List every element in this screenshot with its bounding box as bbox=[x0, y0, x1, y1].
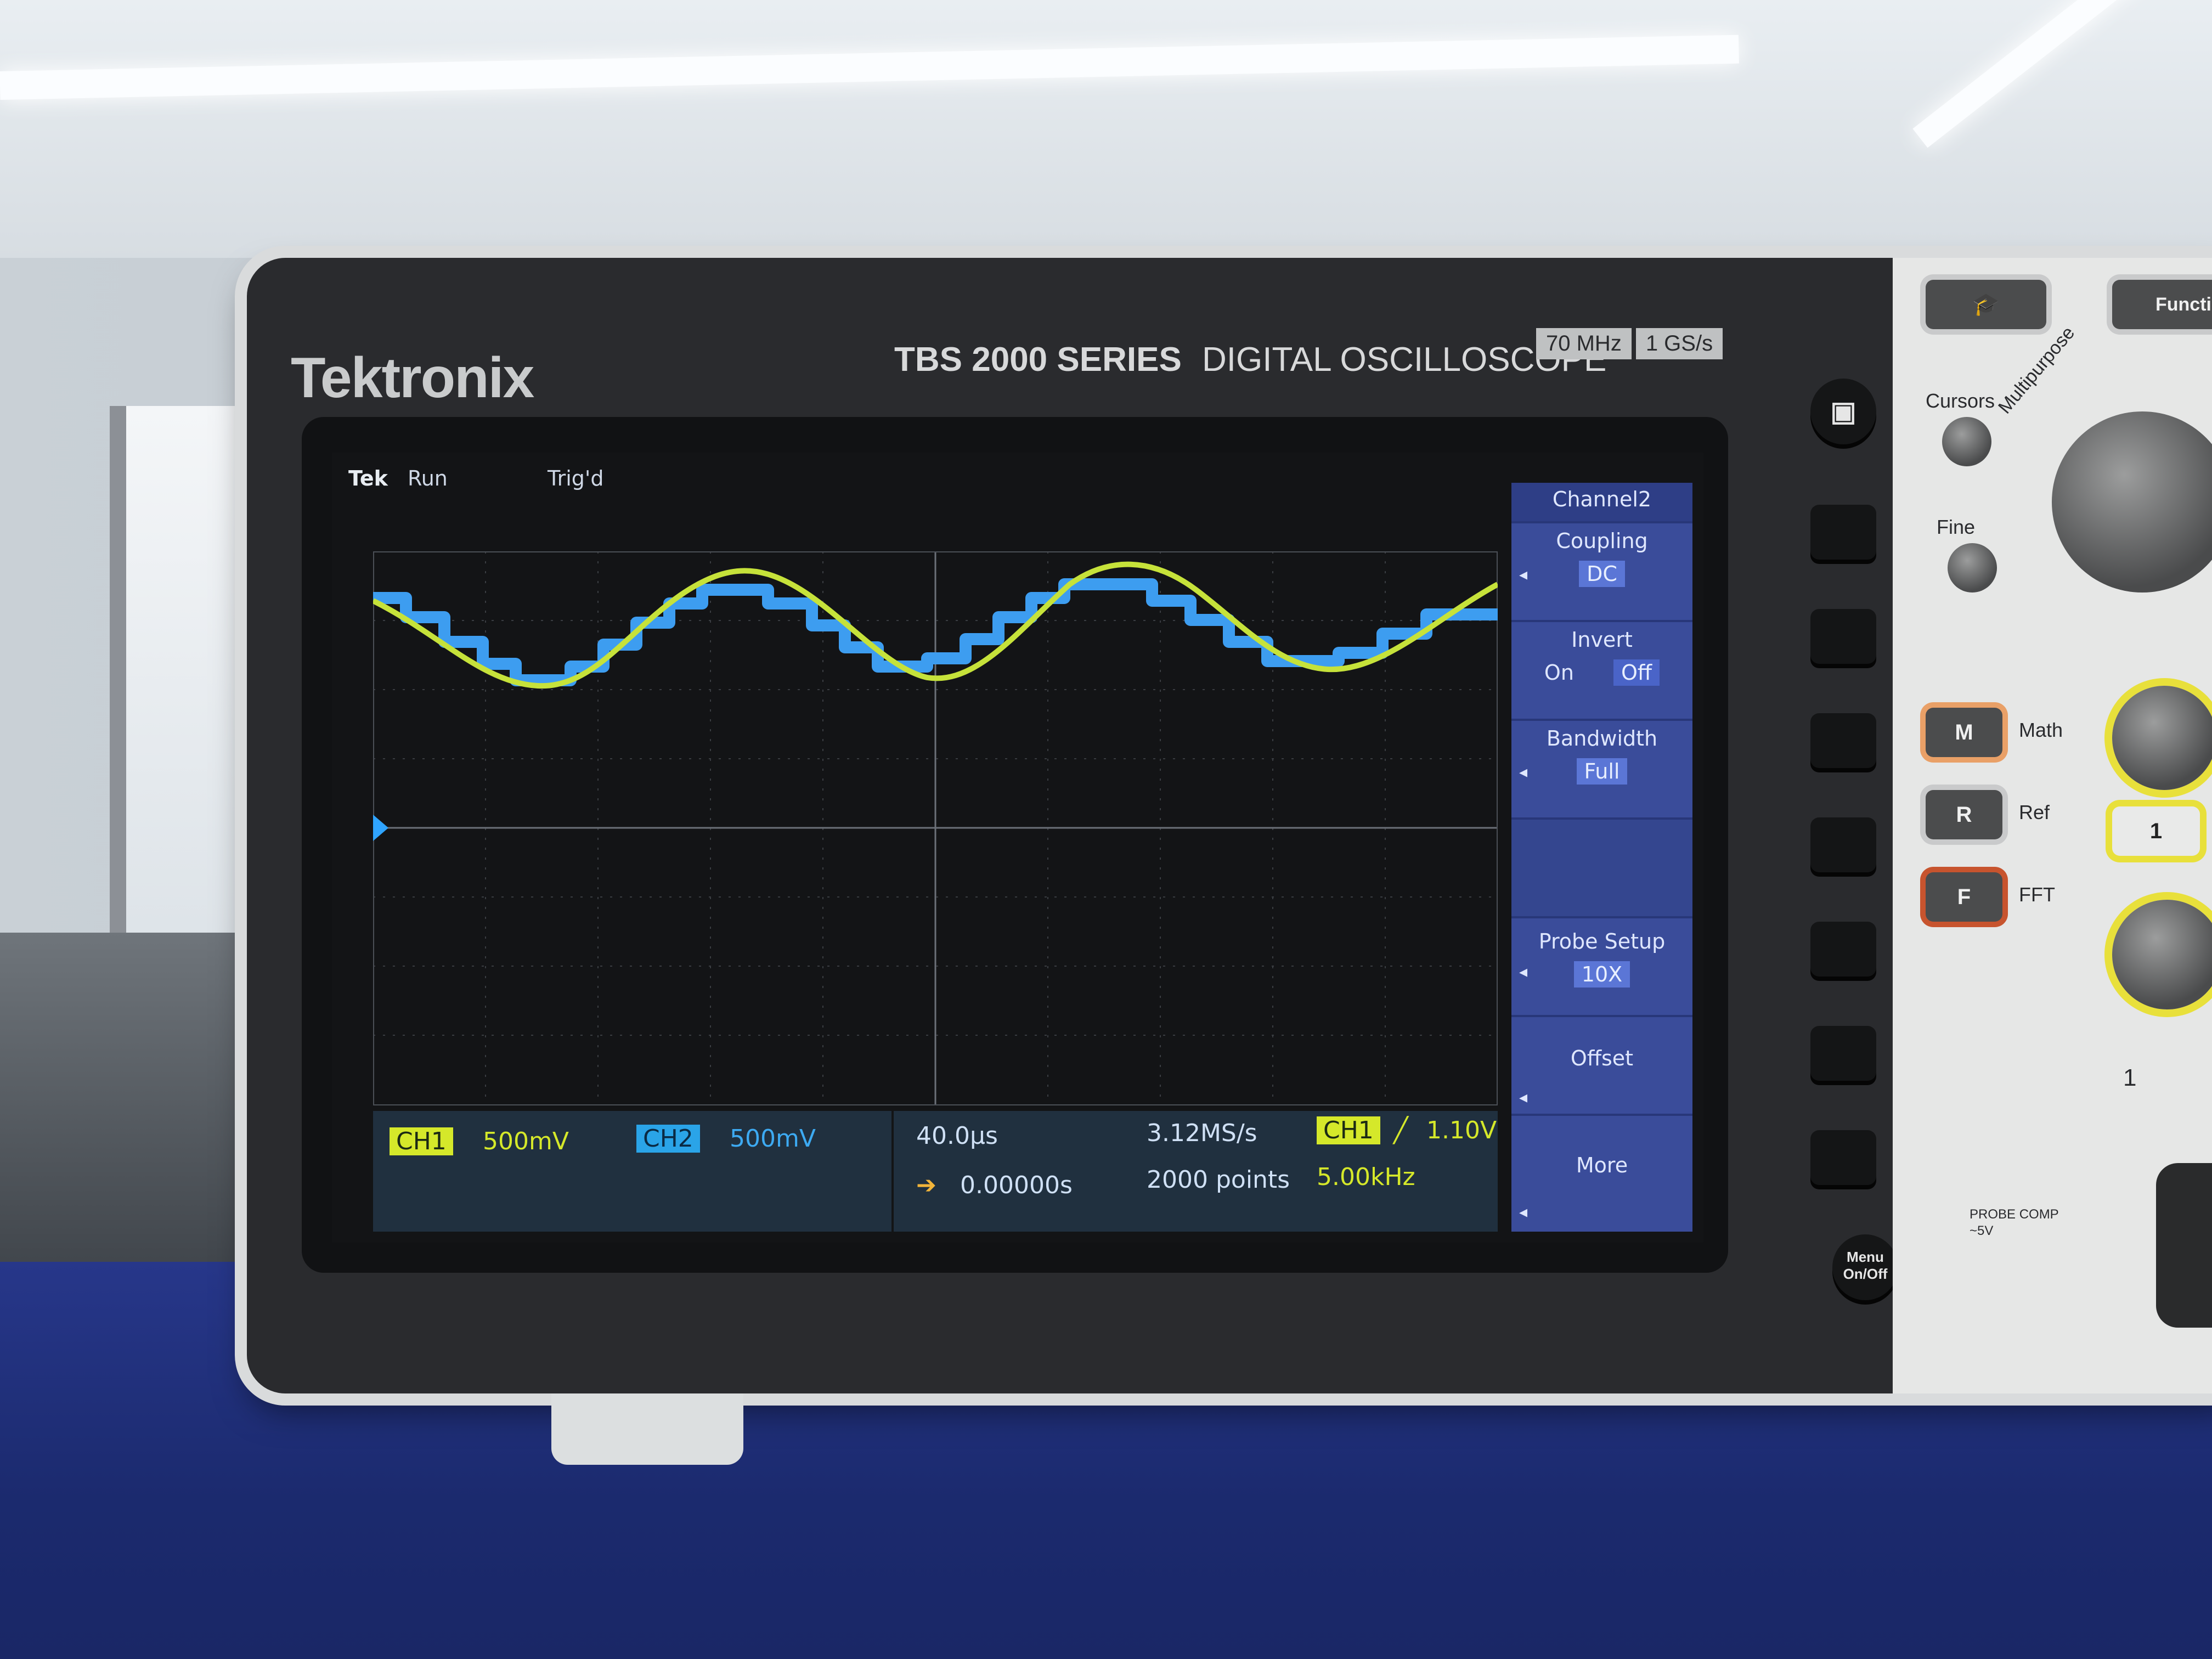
acquire-state: Run bbox=[408, 466, 448, 490]
multipurpose-label: Multipurpose bbox=[1994, 322, 2079, 418]
bandwidth-badge: 70 MHz bbox=[1536, 328, 1632, 359]
tek-logo: Tek bbox=[348, 466, 388, 490]
ch1-scale-knob[interactable] bbox=[2112, 900, 2212, 1009]
display-screen: Tek Run Trig'd 1 bbox=[332, 453, 1703, 1243]
record-length: 2000 points bbox=[1147, 1166, 1290, 1194]
math-button[interactable]: M bbox=[1926, 708, 2002, 757]
channel-input-label: 1 bbox=[2123, 1064, 2137, 1091]
side-button-7[interactable] bbox=[1810, 1130, 1876, 1185]
menu-item-more[interactable]: ◂ More bbox=[1511, 1114, 1692, 1234]
chevron-left-icon: ◂ bbox=[1519, 962, 1528, 981]
menu-item-probe-setup[interactable]: ◂ Probe Setup 10X bbox=[1511, 916, 1692, 1028]
bandwidth-value: Full bbox=[1576, 758, 1628, 785]
menu-item-invert[interactable]: Invert On Off bbox=[1511, 620, 1692, 726]
timebase: 40.0µs bbox=[916, 1122, 998, 1150]
side-button-1[interactable] bbox=[1810, 505, 1876, 560]
chevron-left-icon: ◂ bbox=[1519, 565, 1528, 584]
function-button[interactable]: Functi bbox=[2112, 280, 2212, 329]
invert-off[interactable]: Off bbox=[1613, 659, 1660, 686]
graticule-axes bbox=[373, 551, 1498, 1105]
cursors-button[interactable] bbox=[1942, 417, 1991, 466]
spec-badges: 70 MHz 1 GS/s bbox=[1536, 328, 1727, 359]
chevron-left-icon: ◂ bbox=[1519, 763, 1528, 782]
fine-label: Fine bbox=[1937, 516, 1976, 538]
menu-item-empty bbox=[1511, 817, 1692, 918]
trigger-slope-icon: ╱ bbox=[1393, 1116, 1408, 1144]
channel-1-button[interactable]: 1 bbox=[2112, 806, 2200, 856]
cursors-label: Cursors bbox=[1926, 390, 1995, 412]
readout-divider bbox=[891, 1111, 894, 1232]
ch1-waveform bbox=[373, 561, 1498, 689]
menu-on-off-button[interactable]: Menu On/Off bbox=[1832, 1234, 1898, 1300]
oscilloscope: Tektronix TBS 2000 SERIES DIGITAL OSCILL… bbox=[247, 258, 2212, 1393]
readout-bar: CH1 500mV CH2 500mV 40.0µs ➔ 0.00000s 3.… bbox=[373, 1111, 1498, 1232]
sample-rate-badge: 1 GS/s bbox=[1635, 328, 1723, 359]
probe-comp-label: PROBE COMP bbox=[1970, 1207, 2059, 1222]
menu-item-bandwidth[interactable]: ◂ Bandwidth Full bbox=[1511, 719, 1692, 825]
ceiling bbox=[0, 0, 2212, 258]
ch2-tag[interactable]: CH2 bbox=[636, 1125, 700, 1153]
bnc-connector[interactable] bbox=[2156, 1163, 2212, 1328]
side-button-6[interactable] bbox=[1810, 1026, 1876, 1081]
side-button-3[interactable] bbox=[1810, 713, 1876, 768]
status-bar: Tek Run Trig'd bbox=[348, 466, 603, 490]
delay: 0.00000s bbox=[960, 1171, 1073, 1199]
coupling-value: DC bbox=[1579, 561, 1625, 587]
trigger-state: Trig'd bbox=[547, 466, 604, 490]
fine-button[interactable] bbox=[1948, 543, 1997, 592]
save-icon[interactable]: ▣ bbox=[1810, 379, 1876, 444]
ch2-scale: 500mV bbox=[730, 1125, 816, 1153]
frequency: 5.00kHz bbox=[1317, 1163, 1415, 1191]
math-label: Math bbox=[2019, 719, 2063, 741]
invert-on[interactable]: On bbox=[1544, 661, 1574, 685]
side-menu: Channel2 ◂ Coupling DC Invert On Off ◂ B… bbox=[1511, 483, 1692, 1232]
utility-graduation-cap-icon[interactable]: 🎓 bbox=[1926, 280, 2046, 329]
scope-foot bbox=[551, 1393, 743, 1465]
model-title: TBS 2000 SERIES DIGITAL OSCILLOSCOPE bbox=[894, 340, 1606, 379]
side-button-5[interactable] bbox=[1810, 922, 1876, 977]
ch1-tag[interactable]: CH1 bbox=[390, 1127, 453, 1155]
side-button-4[interactable] bbox=[1810, 817, 1876, 872]
window bbox=[110, 406, 269, 955]
ch1-position-knob[interactable] bbox=[2112, 686, 2212, 790]
sample-rate: 3.12MS/s bbox=[1147, 1119, 1257, 1147]
chevron-left-icon: ◂ bbox=[1519, 1088, 1528, 1107]
fft-button[interactable]: F bbox=[1926, 872, 2002, 922]
ref-button[interactable]: R bbox=[1926, 790, 2002, 839]
menu-item-offset[interactable]: ◂ Offset bbox=[1511, 1015, 1692, 1116]
series-name: TBS 2000 SERIES bbox=[894, 341, 1182, 379]
probe-comp-value: ~5V bbox=[1970, 1223, 1994, 1238]
probe-setup-value: 10X bbox=[1573, 961, 1630, 988]
control-panel: 🎓 Functi Cursors Fine Multipurpose M Mat… bbox=[1893, 258, 2212, 1393]
ch2-waveform bbox=[373, 578, 1498, 686]
multipurpose-knob[interactable] bbox=[2052, 411, 2212, 592]
trigger-level: 1.10V bbox=[1426, 1116, 1497, 1144]
ch1-scale: 500mV bbox=[483, 1127, 569, 1155]
menu-title: Channel2 bbox=[1511, 483, 1692, 521]
chevron-left-icon: ◂ bbox=[1519, 1203, 1528, 1222]
delay-arrow-icon: ➔ bbox=[916, 1171, 936, 1199]
fft-label: FFT bbox=[2019, 883, 2055, 906]
waveform-plot: 1 bbox=[373, 551, 1498, 1105]
side-button-2[interactable] bbox=[1810, 609, 1876, 664]
brand-logo: Tektronix bbox=[291, 346, 534, 410]
menu-item-coupling[interactable]: ◂ Coupling DC bbox=[1511, 521, 1692, 628]
ref-label: Ref bbox=[2019, 801, 2050, 823]
ch1-ground-marker bbox=[373, 815, 388, 841]
lab-bench bbox=[0, 933, 285, 1317]
trigger-source: CH1 bbox=[1317, 1116, 1380, 1144]
